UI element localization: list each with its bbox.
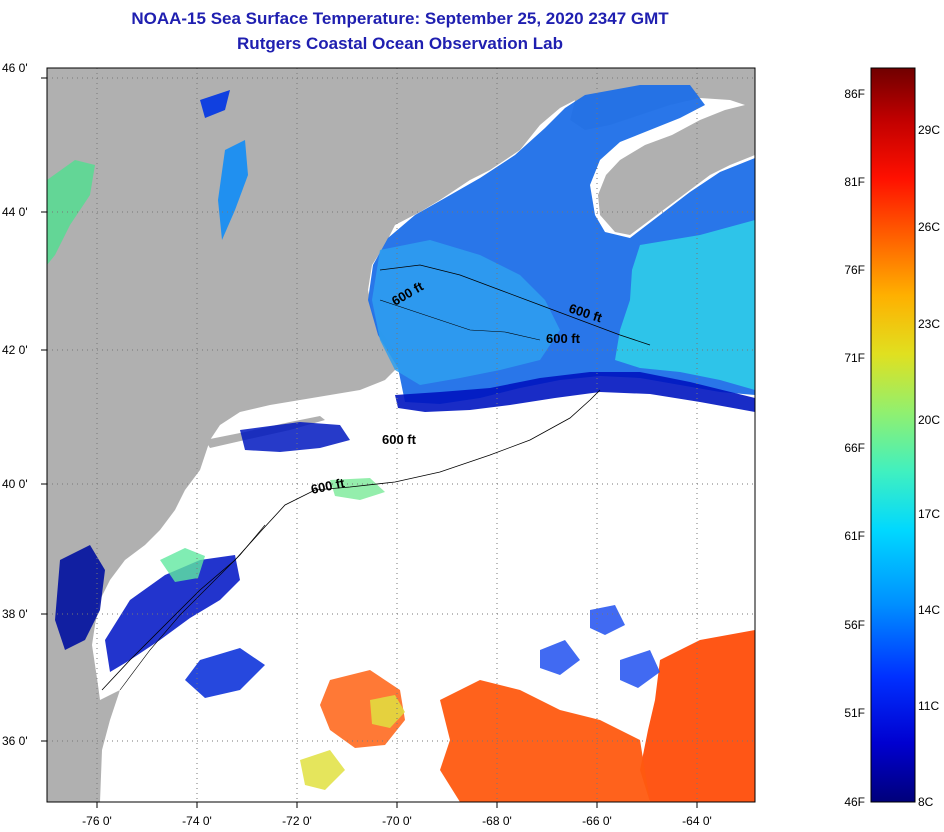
colorbar <box>870 67 916 803</box>
deep-blue-band <box>395 372 755 412</box>
nj-shelf-warm-patch <box>160 548 205 582</box>
cb-f-label-81: 81F <box>844 175 865 189</box>
contour-label-3: 600 ft <box>546 331 581 346</box>
axis-ticks <box>41 77 698 808</box>
cb-c-label-8: 8C <box>918 795 934 809</box>
delmarva-land <box>47 690 120 802</box>
colorbar-fahrenheit-labels: 86F 81F 76F 71F 66F 61F 56F 51F 46F <box>844 87 865 809</box>
contour-label-4: 600 ft <box>382 432 417 447</box>
lat-label-44: 44 0' <box>2 205 28 219</box>
colorbar-celsius-labels: 29C 26C 23C 20C 17C 14C 11C 8C <box>918 123 940 809</box>
gulf-stream-warm-sst-central <box>440 680 650 802</box>
cb-c-label-26: 26C <box>918 220 940 234</box>
bathymetry-600ft-contour <box>101 264 651 691</box>
gulf-stream-warm-sst-west <box>320 670 405 748</box>
title-line-1: NOAA-15 Sea Surface Temperature: Septemb… <box>131 9 669 28</box>
contour-label-5: 600 ft <box>310 475 347 497</box>
lake-blue-patch-1 <box>200 90 230 118</box>
cb-c-label-23: 23C <box>918 317 940 331</box>
gulf-stream-warm-sst-east <box>640 630 755 802</box>
map-area: 600 ft 600 ft 600 ft 600 ft 600 ft <box>47 68 755 802</box>
title-line-2: Rutgers Coastal Ocean Observation Lab <box>237 34 563 53</box>
cb-f-label-86: 86F <box>844 87 865 101</box>
lon-label-66: -66 0' <box>582 814 612 828</box>
lon-label-76: -76 0' <box>82 814 112 828</box>
cb-c-label-11: 11C <box>918 699 939 713</box>
shelf-green-patch <box>330 478 385 500</box>
lon-label-70: -70 0' <box>382 814 412 828</box>
cb-f-label-66: 66F <box>844 441 865 455</box>
bathymetry-inner-contour <box>119 299 541 691</box>
us-mainland-land <box>47 68 600 700</box>
cb-f-label-51: 51F <box>844 706 865 720</box>
cb-c-label-20: 20C <box>918 413 940 427</box>
lat-label-42: 42 0' <box>2 343 28 357</box>
scotian-shelf-warm-sst <box>615 220 755 390</box>
cb-c-label-14: 14C <box>918 603 940 617</box>
lon-label-68: -68 0' <box>482 814 512 828</box>
lat-label-46: 46 0' <box>2 61 28 75</box>
cb-f-label-46: 46F <box>844 795 865 809</box>
cb-f-label-61: 61F <box>844 529 865 543</box>
lon-label-74: -74 0' <box>182 814 212 828</box>
chesapeake-cold-sst <box>55 545 105 650</box>
ny-bight-cold-sst <box>240 422 350 452</box>
cb-f-label-56: 56F <box>844 618 865 632</box>
offshore-blue-patches <box>540 605 660 688</box>
offshore-yellow-patches <box>300 695 405 790</box>
lon-label-64: -64 0' <box>682 814 712 828</box>
georges-bank-cool-sst <box>372 240 560 385</box>
cb-c-label-29: 29C <box>918 123 940 137</box>
cb-f-label-71: 71F <box>844 351 865 365</box>
mid-shelf-blue-patch <box>185 648 265 698</box>
lake-blue-patch-2 <box>218 140 248 240</box>
lon-label-72: -72 0' <box>282 814 312 828</box>
lat-label-36: 36 0' <box>2 734 28 748</box>
lat-label-40: 40 0' <box>2 477 28 491</box>
map-frame <box>46 67 756 803</box>
lat-label-38: 38 0' <box>2 607 28 621</box>
cb-c-label-17: 17C <box>918 507 940 521</box>
upper-left-green-sst <box>47 160 95 265</box>
graticule <box>47 68 755 802</box>
cb-f-label-76: 76F <box>844 263 865 277</box>
